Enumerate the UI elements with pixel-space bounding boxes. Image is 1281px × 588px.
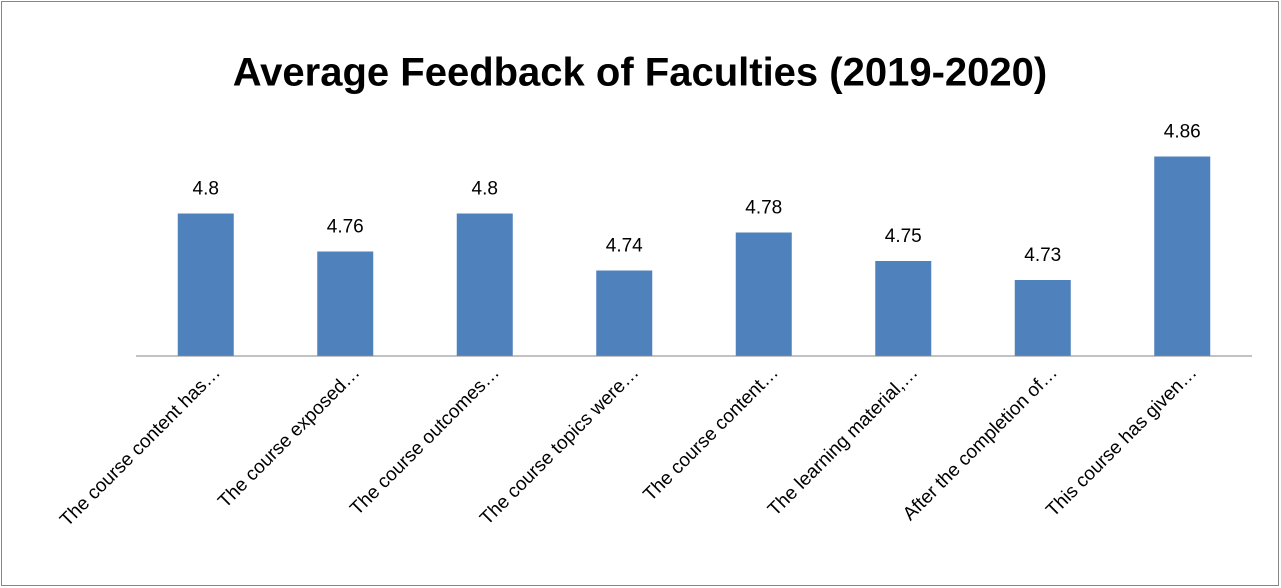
bar — [596, 270, 653, 356]
data-label: 4.86 — [1164, 122, 1201, 143]
bar — [1014, 280, 1071, 356]
bar — [735, 232, 792, 356]
chart-title: Average Feedback of Faculties (2019-2020… — [233, 51, 1047, 95]
data-label: 4.76 — [327, 217, 364, 238]
data-label: 4.78 — [745, 198, 782, 219]
data-label: 4.75 — [885, 226, 922, 247]
data-label: 4.74 — [606, 236, 643, 257]
bar — [1154, 156, 1211, 356]
data-label: 4.8 — [193, 179, 219, 200]
data-label: 4.73 — [1024, 245, 1061, 266]
data-label: 4.8 — [472, 179, 498, 200]
bar — [456, 213, 513, 356]
bar — [317, 251, 374, 356]
bar — [177, 213, 234, 356]
bar — [875, 261, 932, 356]
